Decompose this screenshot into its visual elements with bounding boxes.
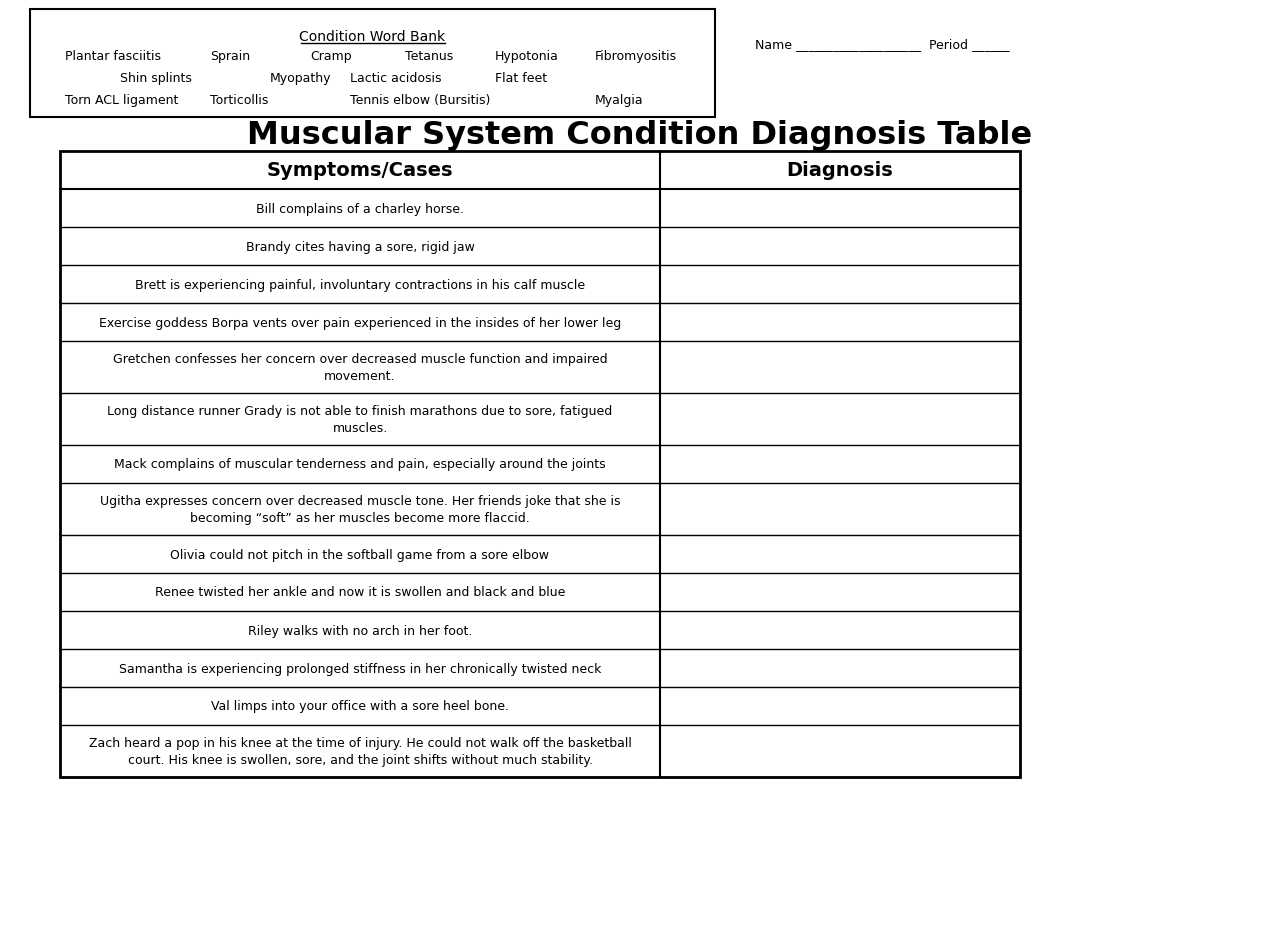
Text: Lactic acidosis: Lactic acidosis [349, 72, 442, 85]
Text: Tetanus: Tetanus [404, 50, 453, 63]
Text: Samantha is experiencing prolonged stiffness in her chronically twisted neck: Samantha is experiencing prolonged stiff… [119, 662, 602, 675]
Text: Condition Word Bank: Condition Word Bank [300, 30, 445, 44]
Text: Riley walks with no arch in her foot.: Riley walks with no arch in her foot. [248, 623, 472, 636]
Text: Long distance runner Grady is not able to finish marathons due to sore, fatigued: Long distance runner Grady is not able t… [108, 404, 613, 434]
Text: Sprain: Sprain [210, 50, 250, 63]
Text: Ugitha expresses concern over decreased muscle tone. Her friends joke that she i: Ugitha expresses concern over decreased … [100, 494, 621, 524]
Text: Diagnosis: Diagnosis [787, 161, 893, 181]
Text: Val limps into your office with a sore heel bone.: Val limps into your office with a sore h… [211, 700, 509, 712]
FancyBboxPatch shape [29, 10, 716, 118]
Text: Shin splints: Shin splints [120, 72, 192, 85]
FancyBboxPatch shape [60, 152, 1020, 777]
Text: Cramp: Cramp [310, 50, 352, 63]
Text: Bill complains of a charley horse.: Bill complains of a charley horse. [256, 202, 465, 215]
Text: Hypotonia: Hypotonia [495, 50, 559, 63]
Text: Brandy cites having a sore, rigid jaw: Brandy cites having a sore, rigid jaw [246, 241, 475, 254]
Text: Name ____________________  Period ______: Name ____________________ Period ______ [755, 38, 1010, 51]
Text: Fibromyositis: Fibromyositis [595, 50, 677, 63]
Text: Torticollis: Torticollis [210, 94, 269, 107]
Text: Symptoms/Cases: Symptoms/Cases [266, 161, 453, 181]
Text: Mack complains of muscular tenderness and pain, especially around the joints: Mack complains of muscular tenderness an… [114, 458, 605, 471]
Text: Muscular System Condition Diagnosis Table: Muscular System Condition Diagnosis Tabl… [247, 120, 1033, 151]
Text: Exercise goddess Borpa vents over pain experienced in the insides of her lower l: Exercise goddess Borpa vents over pain e… [99, 316, 621, 329]
Text: Myopathy: Myopathy [270, 72, 332, 85]
Text: Zach heard a pop in his knee at the time of injury. He could not walk off the ba: Zach heard a pop in his knee at the time… [88, 737, 631, 767]
Text: Plantar fasciitis: Plantar fasciitis [65, 50, 161, 63]
Text: Myalgia: Myalgia [595, 94, 644, 107]
Text: Flat feet: Flat feet [495, 72, 547, 85]
Text: Tennis elbow (Bursitis): Tennis elbow (Bursitis) [349, 94, 490, 107]
Text: Brett is experiencing painful, involuntary contractions in his calf muscle: Brett is experiencing painful, involunta… [134, 278, 585, 291]
Text: Renee twisted her ankle and now it is swollen and black and blue: Renee twisted her ankle and now it is sw… [155, 586, 566, 599]
Text: Gretchen confesses her concern over decreased muscle function and impaired
movem: Gretchen confesses her concern over decr… [113, 353, 607, 383]
Text: Olivia could not pitch in the softball game from a sore elbow: Olivia could not pitch in the softball g… [170, 548, 549, 561]
Text: Torn ACL ligament: Torn ACL ligament [65, 94, 178, 107]
